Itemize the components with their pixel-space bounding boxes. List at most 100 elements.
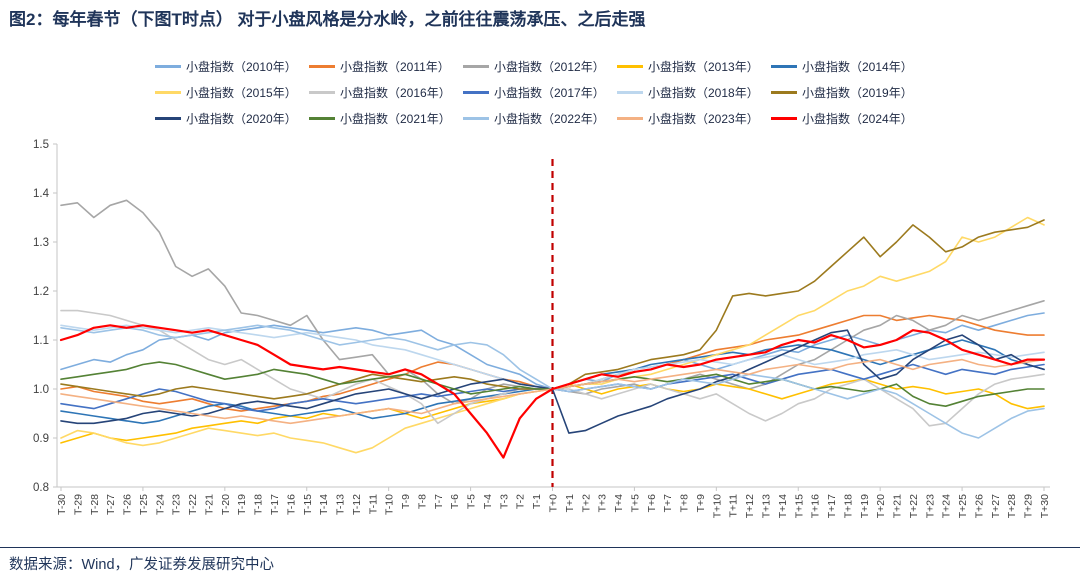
legend-item: 小盘指数（2018年）: [617, 84, 771, 101]
legend-line-swatch: [155, 65, 181, 68]
legend-item: 小盘指数（2020年）: [155, 110, 309, 127]
legend-item: 小盘指数（2010年）: [155, 58, 309, 75]
legend-item: 小盘指数（2014年）: [771, 58, 925, 75]
legend-row: 小盘指数（2015年） 小盘指数（2016年） 小盘指数（2017年） 小盘指数（20…: [155, 84, 925, 101]
y-tick-label: 0.8: [33, 482, 49, 494]
legend-row: 小盘指数（2020年） 小盘指数（2021年） 小盘指数（2022年） 小盘指数（20…: [155, 110, 925, 127]
x-tick-label: T+26: [973, 494, 985, 518]
x-tick-label: T+12: [744, 494, 756, 518]
legend-line-swatch: [155, 91, 181, 94]
x-tick-label: T-30: [56, 494, 68, 515]
x-tick-label: T-17: [269, 494, 281, 515]
x-tick-label: T-9: [400, 494, 412, 509]
x-tick-label: T-25: [138, 494, 150, 515]
x-tick-label: T-4: [482, 494, 494, 509]
x-tick-label: T+13: [760, 494, 772, 518]
y-tick-label: 1.1: [33, 335, 49, 347]
legend-line-swatch: [463, 117, 489, 120]
legend-label: 小盘指数（2018年）: [648, 86, 759, 100]
x-tick-label: T-26: [122, 494, 134, 515]
legend-line-swatch: [617, 65, 643, 68]
x-tick-label: T+27: [990, 494, 1002, 518]
x-tick-label: T-11: [367, 494, 379, 514]
legend-line-swatch: [309, 65, 335, 68]
x-tick-label: T-7: [433, 494, 445, 509]
legend-item: 小盘指数（2022年）: [463, 110, 617, 127]
x-tick-label: T+24: [941, 494, 953, 518]
x-tick-label: T+14: [777, 494, 789, 518]
legend-line-swatch: [617, 117, 643, 120]
legend-line-swatch: [617, 91, 643, 94]
legend-line-swatch: [309, 91, 335, 94]
legend-item: 小盘指数（2016年）: [309, 84, 463, 101]
data-source-note: 数据来源：Wind，广发证券发展研究中心: [9, 557, 275, 573]
x-tick-label: T-15: [302, 494, 314, 515]
legend-line-swatch: [155, 117, 181, 120]
x-tick-label: T-14: [318, 494, 330, 515]
legend-line-swatch: [309, 117, 335, 120]
legend-label: 小盘指数（2016年）: [340, 86, 451, 100]
x-tick-label: T-23: [171, 494, 183, 515]
legend-label: 小盘指数（2012年）: [494, 60, 605, 74]
legend-label: 小盘指数（2019年）: [802, 86, 913, 100]
x-tick-label: T+0: [548, 494, 560, 513]
legend-item: 小盘指数（2011年）: [309, 58, 463, 75]
legend-line-swatch: [463, 65, 489, 68]
x-tick-label: T+3: [597, 494, 609, 513]
legend-item: 小盘指数（2019年）: [771, 84, 925, 101]
x-tick-label: T-13: [335, 494, 347, 515]
legend-label: 小盘指数（2015年）: [186, 86, 297, 100]
legend-item: 小盘指数（2024年）: [771, 110, 925, 127]
legend-label: 小盘指数（2020年）: [186, 112, 297, 126]
x-tick-label: T+1: [564, 494, 576, 513]
series-line-2024: [59, 324, 1046, 459]
y-tick-label: 1.4: [33, 188, 50, 200]
legend-row: 小盘指数（2010年） 小盘指数（2011年） 小盘指数（2012年） 小盘指数（20…: [155, 58, 925, 75]
x-tick-label: T-12: [351, 494, 363, 515]
y-tick-label: 0.9: [33, 433, 49, 445]
x-tick-label: T+6: [646, 494, 658, 513]
x-tick-label: T+11: [728, 494, 740, 518]
legend-label: 小盘指数（2010年）: [186, 60, 297, 74]
x-tick-label: T+23: [924, 494, 936, 518]
y-tick-label: 1.3: [33, 237, 49, 249]
chart-canvas: 0.8 0.9 1.0 1.1 1.2 1.3 1.4 1.5 T-30 T-29 T-28 T-27…: [33, 139, 1051, 518]
x-tick-label: T-22: [187, 494, 199, 515]
y-tick-label: 1.5: [33, 139, 49, 151]
x-tick-label: T+25: [957, 494, 969, 518]
x-tick-label: T+10: [711, 494, 723, 518]
legend-item: 小盘指数（2017年）: [463, 84, 617, 101]
legend-item: 小盘指数（2012年）: [463, 58, 617, 75]
x-tick-label: T+30: [1039, 494, 1051, 518]
x-tick-label: T+7: [662, 494, 674, 513]
x-tick-label: T-21: [203, 494, 215, 515]
x-tick-label: T+5: [629, 494, 641, 513]
legend-line-swatch: [463, 91, 489, 94]
x-tick-label: T+16: [810, 494, 822, 518]
x-tick-label: T-27: [105, 494, 117, 515]
y-tick-label: 1.0: [33, 384, 49, 396]
legend-label: 小盘指数（2014年）: [802, 60, 913, 74]
x-tick-label: T-19: [236, 494, 248, 515]
x-tick-label: T+18: [842, 494, 854, 518]
x-tick-label: T+29: [1023, 494, 1035, 518]
legend-label: 小盘指数（2021年）: [340, 112, 451, 126]
footer-separator: [0, 547, 1080, 548]
legend-line-swatch: [771, 117, 797, 120]
x-tick-label: T-28: [89, 494, 101, 515]
x-tick-label: T-8: [416, 494, 428, 509]
chart-title: 图2：每年春节（下图T时点） 对于小盘风格是分水岭，之前往往震荡承压、之后走强: [9, 10, 646, 29]
x-tick-label: T+15: [793, 494, 805, 518]
x-tick-label: T+4: [613, 494, 625, 513]
x-tick-label: T+20: [875, 494, 887, 518]
legend: 小盘指数（2010年） 小盘指数（2011年） 小盘指数（2012年） 小盘指数（20…: [0, 58, 1080, 127]
legend-label: 小盘指数（2022年）: [494, 112, 605, 126]
legend-label: 小盘指数（2023年）: [648, 112, 759, 126]
x-tick-label: T+28: [1006, 494, 1018, 518]
x-tick-label: T-20: [220, 494, 232, 515]
x-tick-label: T-10: [384, 494, 396, 515]
legend-line-swatch: [771, 65, 797, 68]
x-tick-label: T+22: [908, 494, 920, 518]
x-tick-label: T-3: [498, 494, 510, 509]
legend-label: 小盘指数（2011年）: [340, 60, 450, 74]
